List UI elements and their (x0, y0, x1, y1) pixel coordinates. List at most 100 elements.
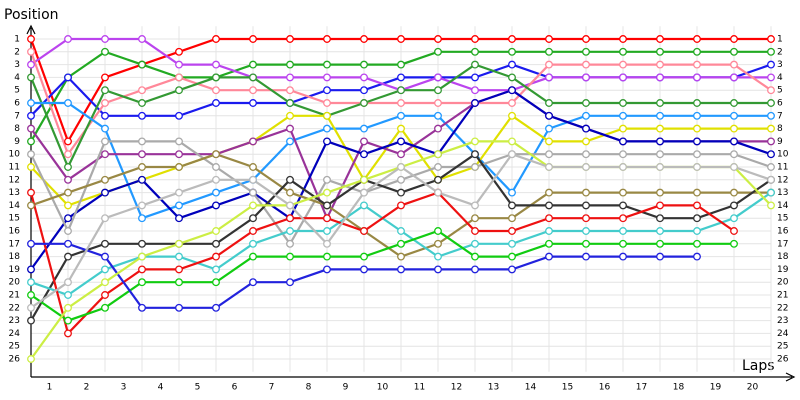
position-marker (138, 278, 146, 287)
position-marker (471, 163, 479, 171)
position-marker (693, 99, 701, 107)
position-marker (471, 201, 479, 210)
position-marker (360, 175, 368, 184)
position-marker (175, 278, 183, 287)
y-tick-label-right: 13 (777, 188, 788, 198)
position-marker (64, 214, 72, 223)
position-marker (767, 163, 775, 171)
position-marker (434, 163, 442, 171)
y-tick-label: 5 (14, 86, 20, 96)
position-marker (656, 214, 664, 223)
position-marker (619, 73, 627, 82)
position-marker (323, 252, 331, 261)
position-marker (582, 214, 590, 223)
position-marker (545, 124, 553, 133)
y-tick-label-right: 23 (777, 316, 788, 326)
position-marker (323, 175, 331, 184)
position-marker (64, 137, 72, 146)
position-marker (138, 303, 146, 312)
position-marker (27, 278, 35, 287)
position-marker (27, 35, 35, 43)
position-marker (582, 150, 590, 159)
position-marker (212, 35, 220, 43)
position-marker (508, 47, 516, 56)
y-tick-label: 8 (14, 124, 20, 134)
position-marker (693, 239, 701, 248)
position-marker (767, 99, 775, 107)
position-marker (27, 150, 35, 159)
position-marker (27, 124, 35, 133)
position-marker (767, 73, 775, 82)
position-marker (397, 137, 405, 146)
position-marker (471, 239, 479, 248)
position-marker (249, 278, 257, 287)
y-tick-label: 24 (9, 329, 21, 339)
position-marker (64, 150, 72, 159)
position-marker (101, 35, 109, 43)
position-marker (471, 60, 479, 69)
position-marker (360, 124, 368, 133)
y-tick-label: 9 (14, 137, 20, 147)
position-marker (138, 252, 146, 261)
position-marker (508, 35, 516, 43)
position-marker (582, 188, 590, 197)
position-marker (249, 239, 257, 248)
position-marker (656, 252, 664, 261)
position-marker (767, 124, 775, 133)
x-tick-label: 7 (269, 383, 275, 393)
position-marker (619, 252, 627, 261)
position-marker (27, 355, 35, 363)
position-marker (434, 86, 442, 95)
position-marker (64, 163, 72, 171)
position-marker (175, 150, 183, 159)
position-marker (249, 227, 257, 235)
position-marker (64, 35, 72, 43)
position-marker (434, 188, 442, 197)
position-marker (323, 124, 331, 133)
position-marker (175, 86, 183, 95)
position-marker (434, 35, 442, 43)
position-marker (545, 47, 553, 56)
position-marker (27, 137, 35, 146)
y-tick-label: 19 (9, 265, 21, 275)
y-tick-label-right: 11 (777, 163, 788, 173)
position-marker (101, 239, 109, 248)
position-marker (545, 252, 553, 261)
position-marker (323, 111, 331, 120)
x-tick-label: 8 (306, 383, 312, 393)
y-tick-label-right: 17 (777, 239, 788, 249)
y-tick-label: 6 (14, 99, 20, 109)
x-tick-label: 20 (747, 383, 759, 393)
position-marker (545, 35, 553, 43)
position-marker (138, 201, 146, 210)
position-marker (471, 150, 479, 159)
position-marker (471, 265, 479, 274)
position-marker (693, 227, 701, 235)
position-marker (323, 227, 331, 235)
position-marker (619, 227, 627, 235)
position-marker (323, 73, 331, 82)
position-marker (27, 99, 35, 107)
position-marker (64, 73, 72, 82)
position-marker (656, 201, 664, 210)
position-marker (360, 150, 368, 159)
position-marker (397, 252, 405, 261)
position-marker (249, 188, 257, 197)
y-tick-label-right: 7 (777, 111, 783, 121)
position-marker (545, 188, 553, 197)
position-marker (101, 86, 109, 95)
position-marker (730, 111, 738, 120)
position-marker (323, 214, 331, 223)
position-marker (434, 239, 442, 248)
x-tick-label: 16 (599, 383, 611, 393)
position-marker (27, 265, 35, 274)
position-marker (249, 73, 257, 82)
position-marker (767, 60, 775, 69)
position-marker (434, 47, 442, 56)
position-marker (619, 60, 627, 69)
position-marker (730, 163, 738, 171)
position-marker (508, 252, 516, 261)
position-marker (323, 99, 331, 107)
position-marker (693, 252, 701, 261)
position-marker (582, 60, 590, 69)
